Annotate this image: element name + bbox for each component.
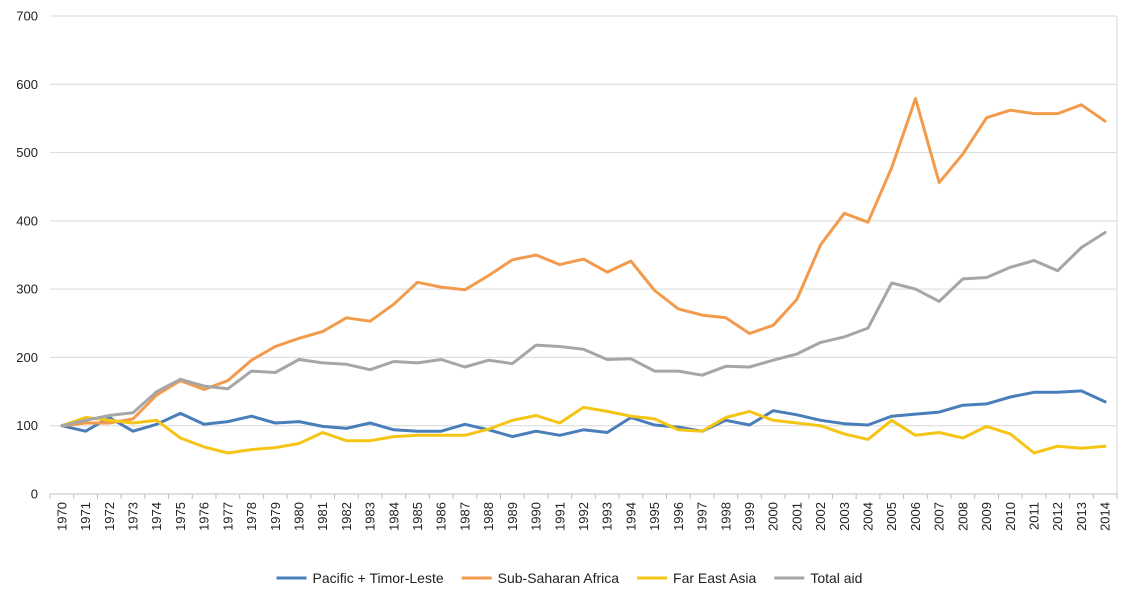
legend-label-total-aid: Total aid — [810, 570, 862, 586]
x-tick-label: 1973 — [125, 502, 140, 531]
x-tick-label: 1971 — [78, 502, 93, 531]
x-tick-label: 2002 — [813, 502, 828, 531]
x-tick-label: 2003 — [837, 502, 852, 531]
x-tick-label: 2008 — [955, 502, 970, 531]
series-line-pacific-timor-leste — [60, 389, 1107, 439]
x-tick-label: 1974 — [149, 502, 164, 531]
x-tick-label: 1981 — [315, 502, 330, 531]
gridlines — [50, 15, 1118, 495]
x-tick-label: 2004 — [861, 502, 876, 531]
x-tick-label: 2000 — [766, 502, 781, 531]
x-tick-label: 1985 — [410, 502, 425, 531]
series-line-sub-saharan-africa — [60, 97, 1107, 428]
x-tick-label: 2012 — [1050, 502, 1065, 531]
x-tick-label: 1988 — [481, 502, 496, 531]
y-axis: 0 100 200 300 400 500 600 700 — [16, 9, 38, 502]
x-tick-label: 1990 — [529, 502, 544, 531]
series-line-total-aid — [60, 231, 1107, 428]
x-tick-label: 1987 — [457, 502, 472, 531]
y-tick-label: 500 — [16, 145, 38, 160]
x-tick-label: 2009 — [979, 502, 994, 531]
x-tick-label: 1999 — [742, 502, 757, 531]
x-tick-label: 1992 — [576, 502, 591, 531]
x-tick-label: 1993 — [600, 502, 615, 531]
x-tick-label: 1975 — [173, 502, 188, 531]
x-tick-label: 2011 — [1027, 502, 1042, 530]
y-tick-label: 400 — [16, 213, 38, 228]
x-tick-label: 2001 — [789, 502, 804, 531]
y-tick-label: 300 — [16, 282, 38, 297]
legend-label-sub-saharan-africa: Sub-Saharan Africa — [498, 570, 620, 586]
x-tick-label: 1970 — [54, 502, 69, 531]
y-tick-label: 100 — [16, 418, 38, 433]
legend-label-pacific-timor-leste: Pacific + Timor-Leste — [313, 570, 444, 586]
x-tick-label: 1986 — [434, 502, 449, 531]
x-tick-label: 1989 — [505, 502, 520, 531]
legend-label-far-east-asia: Far East Asia — [673, 570, 756, 586]
x-tick-label: 1979 — [268, 502, 283, 531]
y-tick-label: 600 — [16, 77, 38, 92]
y-tick-label: 200 — [16, 350, 38, 365]
x-tick-label: 2006 — [908, 502, 923, 531]
x-tick-label: 1983 — [363, 502, 378, 531]
series-line-far-east-asia — [60, 405, 1107, 455]
x-tick-label: 1997 — [695, 502, 710, 531]
series-lines — [60, 97, 1107, 455]
x-tick-label: 2014 — [1098, 502, 1113, 531]
x-tick-label: 1980 — [291, 502, 306, 531]
x-tick-label: 2007 — [932, 502, 947, 531]
x-tick-label: 1972 — [102, 502, 117, 531]
x-tick-label: 1995 — [647, 502, 662, 531]
x-tick-label: 1984 — [386, 502, 401, 531]
legend: Pacific + Timor-Leste Sub-Saharan Africa F… — [276, 570, 862, 586]
x-tick-label: 1977 — [220, 502, 235, 531]
x-tick-label: 1991 — [552, 502, 567, 531]
x-tick-label: 1996 — [671, 502, 686, 531]
x-tick-label: 1982 — [339, 502, 354, 531]
x-tick-label: 1998 — [718, 502, 733, 531]
x-axis: 1970 1971 1972 1973 1974 1975 1976 1977 1978 1979… — [49, 494, 1118, 531]
x-tick-label: 1976 — [197, 502, 212, 531]
x-tick-label: 2005 — [884, 502, 899, 531]
y-tick-label: 0 — [31, 487, 38, 502]
x-tick-label: 2013 — [1074, 502, 1089, 531]
x-tick-label: 1978 — [244, 502, 259, 531]
x-tick-label: 1994 — [623, 502, 638, 531]
y-tick-label: 700 — [16, 9, 38, 24]
x-tick-label: 2010 — [1003, 502, 1018, 531]
